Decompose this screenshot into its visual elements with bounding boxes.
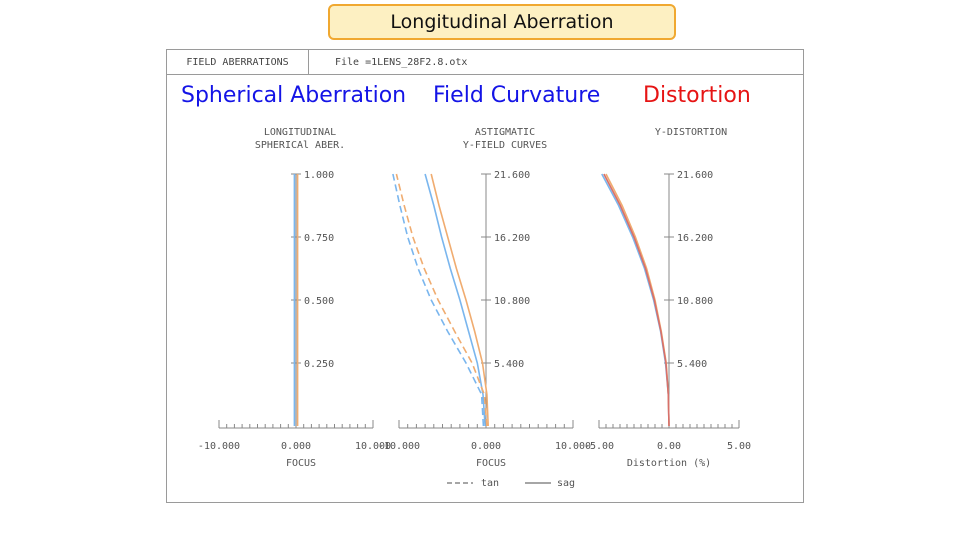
chart-2-series-1: [605, 173, 670, 427]
field-aberrations-panel: FIELD ABERRATIONS File =1LENS_28F2.8.otx…: [166, 49, 804, 503]
chart-1-x-tick-label: -10.000: [378, 441, 420, 452]
chart-1-legend-tan: tan: [481, 478, 499, 489]
chart-2-y-tick-label: 21.600: [677, 170, 713, 181]
chart-0-x-tick-label: -10.000: [198, 441, 240, 452]
chart-2-series-0: [601, 173, 670, 427]
header-label: FIELD ABERRATIONS: [167, 50, 309, 74]
chart-1-y-tick-label: 16.200: [494, 233, 530, 244]
chart-0-x-tick-label: 10.000: [355, 441, 391, 452]
chart-0-subtitle: SPHERICAl ABER.: [255, 140, 345, 151]
chart-2-x-tick-label: 0.00: [657, 441, 681, 452]
spherical-aberration-title: Spherical Aberration: [181, 83, 407, 108]
chart-2-x-tick-label: -5.00: [584, 441, 614, 452]
chart-2-y-tick-label: 5.400: [677, 359, 707, 370]
chart-0-x-label: FOCUS: [286, 458, 316, 469]
chart-1-y-tick-label: 5.400: [494, 359, 524, 370]
chart-2-y-tick-label: 10.800: [677, 296, 713, 307]
chart-1-y-tick-label: 21.600: [494, 170, 530, 181]
chart-2-series-2: [603, 173, 670, 427]
chart-1-subtitle: Y-FIELD CURVES: [463, 140, 547, 151]
slide-title: Longitudinal Aberration: [328, 4, 676, 40]
chart-0-y-tick-label: 0.750: [304, 233, 334, 244]
panel-header: FIELD ABERRATIONS File =1LENS_28F2.8.otx: [167, 50, 803, 75]
chart-2-title: Y-DISTORTION: [655, 127, 727, 138]
chart-1-x-label: FOCUS: [476, 458, 506, 469]
chart-2-x-tick-label: 5.00: [727, 441, 751, 452]
field-curvature-title: Field Curvature: [433, 83, 601, 108]
chart-2-y-tick-label: 16.200: [677, 233, 713, 244]
chart-0-x-tick-label: 0.000: [281, 441, 311, 452]
chart-1-x-tick-label: 10.000: [555, 441, 591, 452]
chart-1-series-3-tan: [395, 173, 488, 427]
header-file-name: File =1LENS_28F2.8.otx: [335, 56, 468, 68]
chart-1-title: ASTIGMATIC: [475, 127, 535, 138]
chart-1-x-tick-label: 0.000: [471, 441, 501, 452]
chart-1-series-0-sag: [424, 173, 486, 427]
chart-0-y-tick-label: 1.000: [304, 170, 334, 181]
chart-0-title: LONGITUDINAL: [264, 127, 336, 138]
chart-1-series-1-sag: [430, 173, 489, 427]
aberration-plots: LONGITUDINAL SPHERICAl ABER. -10.000 0.000 1…: [198, 127, 751, 489]
chart-1-legend-sag: sag: [557, 478, 575, 489]
chart-1-y-tick-label: 10.800: [494, 296, 530, 307]
chart-2-x-label: Distortion (%): [627, 458, 711, 469]
chart-0-y-tick-label: 0.500: [304, 296, 334, 307]
chart-0-y-tick-label: 0.250: [304, 359, 334, 370]
distortion-title: Distortion: [643, 83, 751, 108]
chart-1-series-2-tan: [392, 173, 485, 427]
